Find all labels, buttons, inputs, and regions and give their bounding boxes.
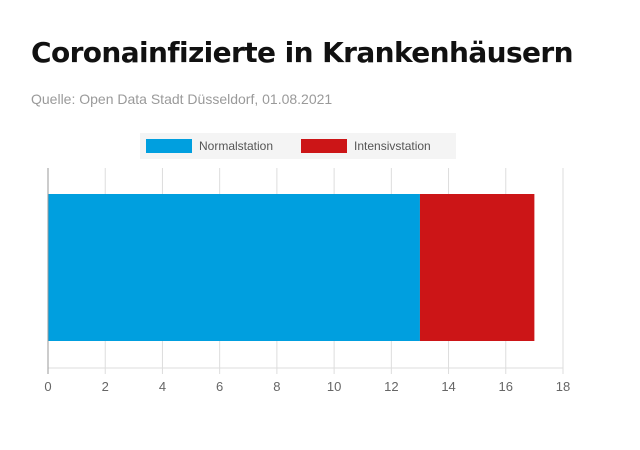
- x-tick-label-0: 0: [44, 379, 51, 394]
- legend-label-normalstation: Normalstation: [199, 139, 273, 153]
- chart-title: Coronainfizierte in Krankenhäusern: [31, 36, 574, 69]
- x-tick-label-10: 10: [327, 379, 341, 394]
- bar-normalstation: [48, 194, 420, 341]
- x-tick-label-4: 4: [159, 379, 166, 394]
- x-tick-label-6: 6: [216, 379, 223, 394]
- chart-subtitle: Quelle: Open Data Stadt Düsseldorf, 01.0…: [31, 91, 333, 107]
- legend-swatch-normalstation: [146, 139, 192, 153]
- legend-swatch-intensivstation: [301, 139, 347, 153]
- legend-label-intensivstation: Intensivstation: [354, 139, 431, 153]
- legend-background: [140, 133, 456, 159]
- x-tick-label-16: 16: [499, 379, 513, 394]
- x-axis-tick-labels: 0 2 4 6 8 10 12 14 16 18: [44, 379, 570, 394]
- x-tick-label-18: 18: [556, 379, 570, 394]
- bar-intensivstation: [419, 194, 535, 341]
- x-tick-label-12: 12: [384, 379, 398, 394]
- x-tick-label-14: 14: [441, 379, 455, 394]
- bars: [48, 194, 535, 341]
- x-tick-label-8: 8: [273, 379, 280, 394]
- x-tick-label-2: 2: [102, 379, 109, 394]
